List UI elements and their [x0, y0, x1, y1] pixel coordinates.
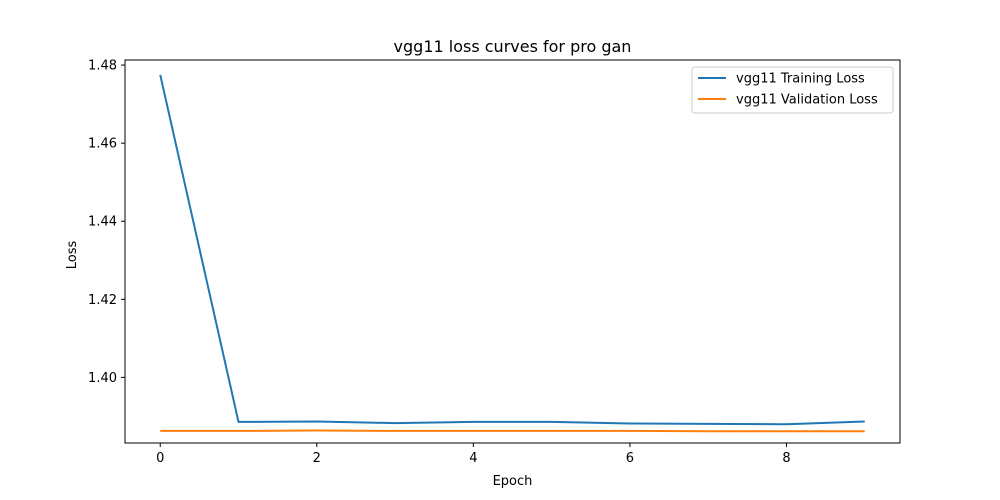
- series-lines: [159, 74, 865, 433]
- y-tick-label: 1.40: [88, 371, 117, 386]
- y-tick-label: 1.42: [88, 293, 117, 308]
- plot-frame: [124, 59, 901, 444]
- y-tick-label: 1.48: [88, 59, 117, 74]
- x-tick-label: 8: [782, 451, 790, 466]
- x-tick-label: 4: [469, 451, 477, 466]
- x-tick-label: 2: [313, 451, 321, 466]
- x-axis-ticks: 0 2 4 6 8: [156, 443, 791, 466]
- legend: vgg11 Training Loss vgg11 Validation Loss: [691, 66, 894, 114]
- y-axis-ticks: 1.40 1.42 1.44 1.46 1.48: [88, 59, 125, 386]
- chart-title: vgg11 loss curves for pro gan: [394, 37, 632, 56]
- series-line-training-loss: [159, 74, 865, 426]
- legend-label: vgg11 Training Loss: [736, 72, 865, 87]
- y-tick-label: 1.44: [88, 215, 117, 230]
- series-line-validation-loss: [160, 429, 865, 433]
- y-tick-label: 1.46: [88, 137, 117, 152]
- x-tick-label: 0: [156, 451, 164, 466]
- y-axis-label: Loss: [65, 241, 80, 270]
- x-axis-label: Epoch: [493, 474, 533, 489]
- legend-label: vgg11 Validation Loss: [736, 93, 878, 108]
- legend-box: [691, 66, 894, 114]
- x-tick-label: 6: [626, 451, 634, 466]
